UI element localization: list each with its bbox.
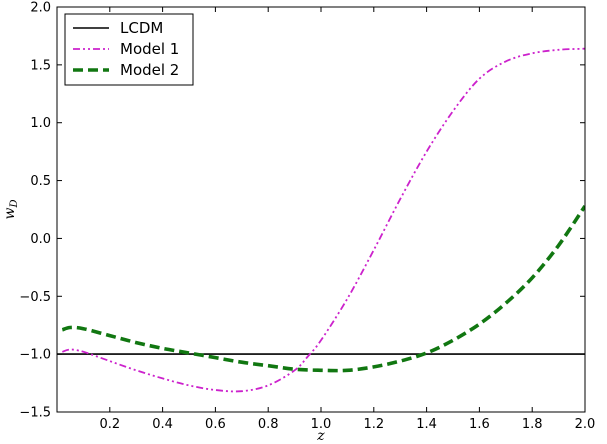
y-tick-label: −1.5 [19, 406, 51, 421]
y-tick-label: 1.0 [30, 116, 51, 131]
legend: LCDM Model 1 Model 2 [64, 13, 194, 86]
svg-text:wD: wD [2, 199, 20, 219]
ticks-layer: 0.2 0.4 0.6 0.8 1.0 1.2 1.4 1.6 1.8 2.0 −1.5 −1.0 −0… [19, 1, 595, 433]
series-line-2 [61, 47, 585, 393]
y-tick-label: 0.5 [30, 174, 51, 189]
x-tick-label: 1.8 [522, 417, 543, 432]
y-axis-label-main: w [2, 208, 18, 220]
x-tick-label: 1.2 [363, 417, 384, 432]
x-axis-label: z [316, 428, 325, 444]
legend-box [64, 13, 194, 86]
y-axis-label-sub: D [9, 199, 20, 208]
y-tick-label: 2.0 [30, 1, 51, 16]
series-layer [57, 47, 585, 393]
x-tick-label: 1.4 [416, 417, 437, 432]
x-tick-label: 1.6 [469, 417, 490, 432]
legend-label: Model 2 [120, 61, 179, 79]
plot-frame [56, 6, 586, 413]
legend-item-1: LCDM [73, 19, 163, 37]
x-tick-label: 0.4 [152, 417, 173, 432]
legend-item-2: Model 1 [73, 40, 179, 58]
legend-item-3: Model 2 [73, 61, 179, 79]
y-tick-label: 0.0 [30, 232, 51, 247]
x-tick-label: 0.2 [99, 417, 120, 432]
x-tick-label: 1.0 [311, 417, 332, 432]
x-tick-label: 2.0 [575, 417, 596, 432]
y-tick-label: 1.5 [30, 58, 51, 73]
series-line-3 [61, 205, 585, 373]
y-tick-label: −0.5 [19, 290, 51, 305]
legend-label: LCDM [120, 19, 163, 37]
y-tick-label: −1.0 [19, 348, 51, 363]
y-axis-label: wD [2, 199, 20, 219]
x-tick-label: 0.8 [258, 417, 279, 432]
x-tick-label: 0.6 [205, 417, 226, 432]
legend-label: Model 1 [120, 40, 179, 58]
